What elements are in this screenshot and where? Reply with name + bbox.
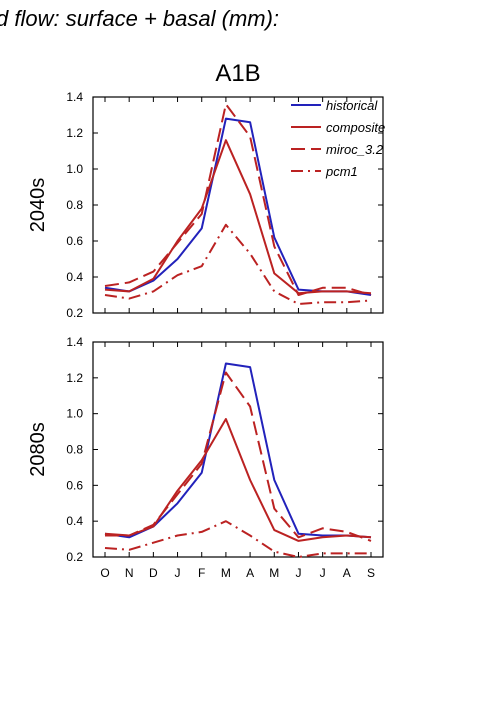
x-tick-label: J — [320, 566, 326, 580]
y-tick-label: 0.4 — [66, 514, 83, 528]
x-tick-label: A — [246, 566, 254, 580]
y-axis-label: 2080s — [27, 422, 49, 477]
x-tick-label: D — [149, 566, 158, 580]
series-line-pcm1 — [104, 223, 372, 305]
chart-panels: 0.2 0.4 0.6 0.8 1.0 1.2 1.4 2040s historical comp… — [27, 90, 385, 580]
series-line-pcm1 — [104, 520, 371, 558]
y-tick-label: 0.2 — [66, 306, 83, 320]
legend-label: composite — [326, 120, 385, 135]
legend: historical composite miroc_3.2 pcm1 — [291, 98, 385, 179]
x-tick-label: O — [100, 566, 109, 580]
legend-label: pcm1 — [325, 164, 358, 179]
y-tick-label: 0.8 — [66, 198, 83, 212]
y-tick-label: 1.4 — [66, 335, 83, 349]
series-line-miroc-3-2 — [105, 371, 372, 542]
y-tick-label: 0.6 — [66, 478, 83, 492]
y-axis-label: 2040s — [27, 178, 49, 233]
y-tick-label: 0.2 — [66, 550, 83, 564]
chart-panel-2080s: 0.2 0.4 0.6 0.8 1.0 1.2 1.4 O N D J F M A M J J A S 2080s — [27, 335, 384, 580]
x-tick-label: J — [175, 566, 181, 580]
x-tick-label: A — [343, 566, 351, 580]
series-line-miroc-3-2 — [104, 103, 372, 296]
legend-label: historical — [326, 98, 378, 113]
y-tick-label: 0.4 — [66, 270, 83, 284]
y-tick-label: 1.0 — [66, 162, 83, 176]
scenario-title: A1B — [215, 60, 260, 87]
y-tick-label: 1.0 — [66, 407, 83, 421]
y-tick-label: 1.2 — [66, 371, 83, 385]
y-tick-label: 0.8 — [66, 443, 83, 457]
x-tick-label: J — [295, 566, 301, 580]
y-tick-label: 1.4 — [66, 90, 83, 104]
x-tick-label: M — [269, 566, 279, 580]
y-tick-label: 0.6 — [66, 234, 83, 248]
series-line-composite — [104, 418, 372, 542]
y-tick-label: 1.2 — [66, 126, 83, 140]
chart-panel-2040s: 0.2 0.4 0.6 0.8 1.0 1.2 1.4 2040s historical comp… — [27, 90, 385, 320]
legend-label: miroc_3.2 — [326, 142, 384, 157]
series-line-composite — [104, 139, 372, 295]
figure-title: d flow: surface + basal (mm): — [0, 6, 279, 31]
x-tick-label: N — [125, 566, 134, 580]
x-tick-label: F — [198, 566, 205, 580]
x-tick-label: S — [367, 566, 375, 580]
x-tick-label: M — [221, 566, 231, 580]
